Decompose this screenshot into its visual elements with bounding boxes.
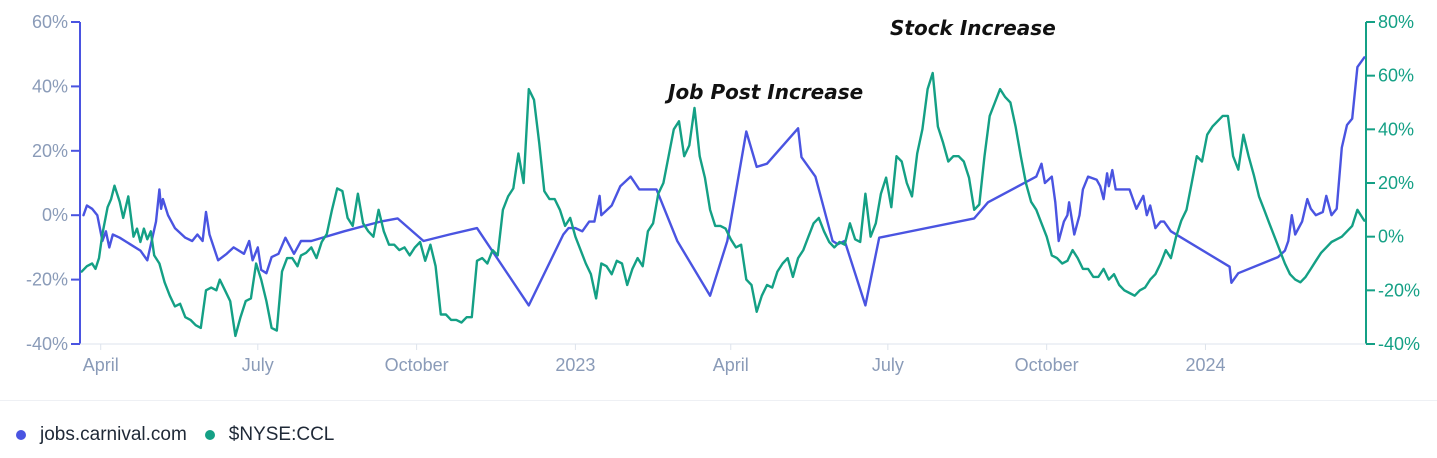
left-tick-label: 60%: [32, 12, 68, 32]
legend-divider: [0, 400, 1437, 401]
left-tick-label: 40%: [32, 76, 68, 96]
legend-dot-jobs: [16, 430, 26, 440]
left-tick-label: -40%: [26, 334, 68, 354]
legend-dot-ccl: [204, 430, 215, 440]
x-tick-label: October: [385, 355, 449, 375]
right-tick-label: 80%: [1378, 12, 1414, 32]
right-tick-label: 60%: [1378, 66, 1414, 86]
legend-item-jobs[interactable]: jobs.carnival.com: [16, 424, 187, 446]
annotation-job-post-increase: Job Post Increase: [664, 80, 863, 104]
legend: jobs.carnival.com $NYSE:CCL: [16, 424, 334, 446]
x-tick-label: April: [713, 355, 749, 375]
right-tick-label: 20%: [1378, 173, 1414, 193]
x-tick-label: 2023: [555, 355, 595, 375]
x-tick-label: July: [872, 355, 904, 375]
left-tick-label: -20%: [26, 270, 68, 290]
annotation-stock-increase: Stock Increase: [890, 16, 1056, 40]
series-lines: [80, 56, 1366, 338]
right-tick-label: 40%: [1378, 119, 1414, 139]
right-tick-label: -40%: [1378, 334, 1420, 354]
series-line-jobs: [82, 56, 1366, 307]
legend-label-ccl: $NYSE:CCL: [228, 424, 335, 445]
x-tick-label: April: [83, 355, 119, 375]
right-tick-label: -20%: [1378, 280, 1420, 300]
series-line-ccl: [80, 71, 1366, 338]
left-tick-label: 20%: [32, 141, 68, 161]
x-axis: April July October 2023 April July October 2024: [80, 343, 1366, 375]
left-y-axis: 60% 40% 20% 0% -20% -40%: [26, 12, 81, 354]
left-tick-label: 0%: [42, 205, 68, 225]
legend-label-jobs: jobs.carnival.com: [40, 424, 187, 445]
x-tick-label: October: [1015, 355, 1079, 375]
x-tick-label: 2024: [1185, 355, 1225, 375]
right-y-axis: 80% 60% 40% 20% 0% -20% -40%: [1365, 12, 1420, 354]
right-tick-label: 0%: [1378, 227, 1404, 247]
chart-svg: 60% 40% 20% 0% -20% -40% 80% 60% 40% 20% 0% -20% -4…: [26, 12, 1420, 375]
legend-item-ccl[interactable]: $NYSE:CCL: [204, 424, 335, 446]
x-tick-label: July: [242, 355, 274, 375]
